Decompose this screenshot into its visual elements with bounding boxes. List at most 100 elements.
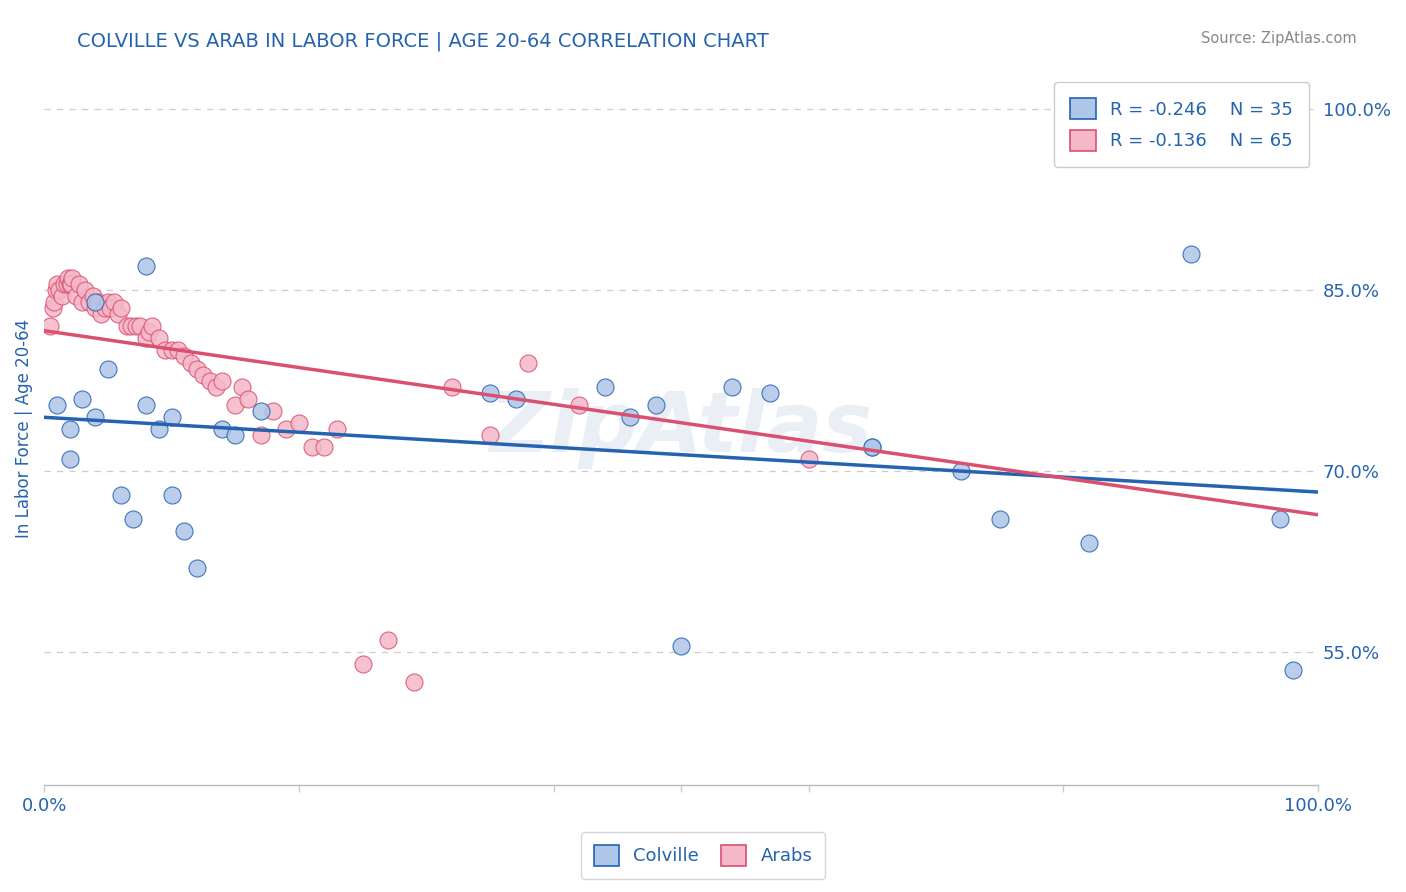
Point (97, 295, 120, 310)
Point (128, 319, 150, 334)
Point (110, 488, 132, 502)
Point (568, 398, 591, 412)
Point (505, 392, 527, 406)
Point (479, 428, 502, 442)
Point (160, 409, 183, 424)
Point (65, 289, 87, 303)
Point (377, 632, 399, 647)
Point (51, 289, 73, 303)
Point (262, 404, 284, 418)
Point (224, 428, 246, 442)
Y-axis label: In Labor Force | Age 20-64: In Labor Force | Age 20-64 (15, 319, 32, 539)
Point (1180, 247, 1202, 261)
Point (186, 560, 208, 574)
Point (186, 361, 208, 376)
Point (950, 464, 973, 478)
Point (153, 343, 176, 358)
Point (56, 277, 79, 291)
Point (72, 295, 94, 310)
Point (1281, 663, 1303, 677)
Point (90, 307, 112, 321)
Point (115, 319, 138, 334)
Point (122, 512, 145, 526)
Point (58, 271, 80, 285)
Point (110, 301, 132, 316)
Point (249, 404, 271, 418)
Point (402, 675, 425, 690)
Point (84, 409, 107, 424)
Point (173, 524, 195, 539)
Point (58, 277, 80, 291)
Point (479, 385, 502, 400)
Point (288, 416, 311, 430)
Point (276, 422, 298, 436)
Point (82, 289, 104, 303)
Point (205, 379, 228, 393)
Point (39, 319, 62, 334)
Point (160, 343, 183, 358)
Point (107, 307, 129, 321)
Point (125, 319, 148, 334)
Point (84, 295, 107, 310)
Point (84, 301, 107, 316)
Point (48, 283, 70, 297)
Point (148, 422, 170, 436)
Point (42, 301, 65, 316)
Point (211, 374, 233, 388)
Point (517, 355, 540, 369)
Point (167, 343, 190, 358)
Point (67, 277, 90, 291)
Point (301, 440, 323, 454)
Text: COLVILLE VS ARAB IN LABOR FORCE | AGE 20-64 CORRELATION CHART: COLVILLE VS ARAB IN LABOR FORCE | AGE 20… (77, 31, 769, 51)
Point (224, 398, 246, 412)
Point (72, 392, 94, 406)
Point (1268, 512, 1291, 526)
Point (193, 368, 215, 382)
Text: Source: ZipAtlas.com: Source: ZipAtlas.com (1201, 31, 1357, 46)
Point (45, 283, 67, 297)
Point (988, 512, 1011, 526)
Point (860, 440, 883, 454)
Point (314, 440, 336, 454)
Point (77, 295, 100, 310)
Point (160, 488, 183, 502)
Point (236, 392, 259, 406)
Text: ZipAtlas: ZipAtlas (489, 388, 873, 469)
Point (120, 319, 142, 334)
Point (619, 409, 641, 424)
Point (86, 295, 108, 310)
Point (669, 639, 692, 653)
Point (759, 385, 782, 400)
Point (644, 398, 666, 412)
Point (148, 331, 170, 345)
Point (1180, 132, 1202, 146)
Legend: Colville, Arabs: Colville, Arabs (581, 832, 825, 879)
Point (138, 326, 160, 340)
Point (211, 422, 233, 436)
Point (440, 379, 463, 393)
Point (45, 277, 67, 291)
Point (860, 440, 883, 454)
Point (135, 331, 157, 345)
Point (173, 350, 195, 364)
Point (103, 295, 125, 310)
Point (249, 428, 271, 442)
Point (44, 295, 66, 310)
Point (58, 422, 80, 436)
Point (58, 452, 80, 467)
Point (721, 379, 744, 393)
Point (98, 301, 121, 316)
Point (326, 422, 349, 436)
Point (60, 271, 83, 285)
Point (141, 319, 163, 334)
Point (59, 277, 82, 291)
Point (198, 374, 221, 388)
Point (231, 379, 253, 393)
Point (94, 301, 117, 316)
Point (97, 361, 120, 376)
Point (45, 398, 67, 412)
Point (180, 355, 202, 369)
Point (1077, 536, 1099, 550)
Point (53, 277, 76, 291)
Point (797, 452, 820, 467)
